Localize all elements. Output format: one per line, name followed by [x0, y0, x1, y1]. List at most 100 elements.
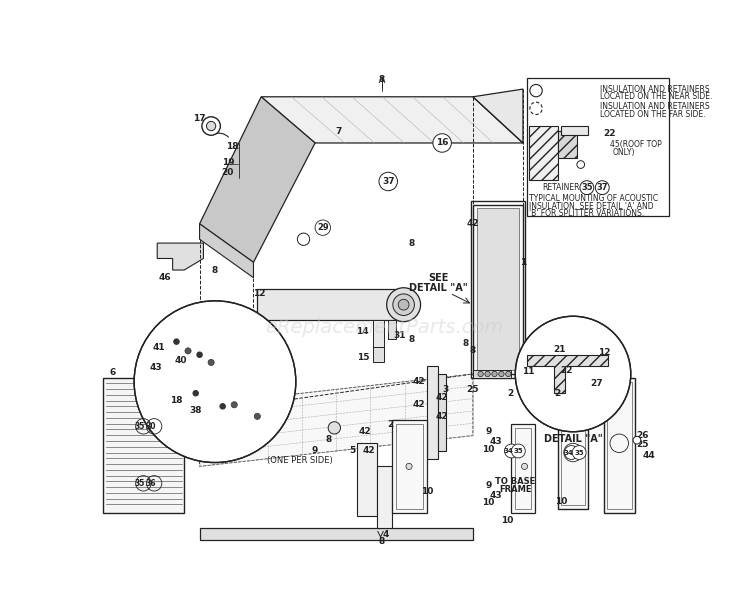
- Circle shape: [577, 161, 584, 168]
- Text: 35: 35: [134, 479, 145, 488]
- Text: 36: 36: [146, 479, 156, 488]
- Text: 42: 42: [466, 219, 479, 228]
- Polygon shape: [530, 126, 557, 180]
- Polygon shape: [104, 378, 184, 513]
- Text: 22: 22: [604, 129, 616, 138]
- Text: 26: 26: [636, 431, 649, 440]
- Text: 4: 4: [382, 530, 389, 538]
- Polygon shape: [359, 458, 375, 462]
- Text: 7: 7: [335, 127, 341, 136]
- Circle shape: [387, 288, 421, 322]
- Circle shape: [393, 294, 415, 316]
- Circle shape: [202, 117, 220, 135]
- Text: 9: 9: [485, 427, 491, 436]
- Text: 10: 10: [482, 498, 494, 507]
- Text: 34: 34: [503, 448, 513, 454]
- Circle shape: [505, 444, 518, 458]
- Polygon shape: [106, 499, 182, 503]
- Text: 35: 35: [581, 183, 592, 192]
- Circle shape: [379, 173, 398, 191]
- Polygon shape: [376, 467, 392, 528]
- Text: 2: 2: [554, 389, 561, 398]
- Circle shape: [254, 413, 260, 419]
- Text: 10: 10: [421, 488, 433, 496]
- Polygon shape: [200, 528, 473, 540]
- Text: 19: 19: [223, 158, 236, 167]
- Text: 2: 2: [507, 389, 513, 398]
- Text: FRAME: FRAME: [499, 485, 532, 494]
- Circle shape: [515, 316, 631, 432]
- Text: 42: 42: [413, 377, 425, 386]
- Polygon shape: [526, 355, 608, 393]
- Polygon shape: [557, 397, 589, 509]
- Circle shape: [530, 85, 542, 97]
- Text: 8: 8: [379, 76, 386, 84]
- Circle shape: [492, 371, 497, 376]
- Circle shape: [193, 391, 199, 396]
- Polygon shape: [477, 208, 519, 370]
- Polygon shape: [359, 495, 375, 499]
- Text: 10: 10: [555, 497, 568, 505]
- Text: 31: 31: [394, 331, 406, 340]
- Text: 42: 42: [436, 412, 448, 421]
- Text: 10: 10: [502, 516, 514, 525]
- Polygon shape: [200, 224, 254, 278]
- Text: 22: 22: [560, 365, 573, 375]
- Polygon shape: [359, 449, 375, 453]
- Text: 34: 34: [563, 449, 573, 456]
- Circle shape: [406, 464, 412, 470]
- Text: INSULATION AND RETAINERS: INSULATION AND RETAINERS: [600, 103, 709, 111]
- Text: LOCATED ON THE NEAR SIDE.: LOCATED ON THE NEAR SIDE.: [600, 92, 712, 101]
- Polygon shape: [473, 204, 523, 374]
- Circle shape: [484, 371, 490, 376]
- Circle shape: [580, 181, 594, 195]
- Circle shape: [506, 371, 511, 376]
- Text: TYPICAL MOUNTING OF ACOUSTIC: TYPICAL MOUNTING OF ACOUSTIC: [530, 194, 658, 203]
- Polygon shape: [473, 370, 512, 378]
- Text: INSULATION AND RETAINERS: INSULATION AND RETAINERS: [600, 85, 709, 93]
- Polygon shape: [200, 374, 473, 467]
- Text: 18: 18: [170, 397, 183, 405]
- Text: 42: 42: [363, 446, 375, 456]
- Circle shape: [315, 220, 331, 235]
- Polygon shape: [512, 424, 535, 513]
- Text: DETAIL "A": DETAIL "A": [544, 435, 603, 445]
- Text: 8: 8: [379, 537, 386, 546]
- Polygon shape: [373, 320, 384, 347]
- Polygon shape: [392, 420, 427, 513]
- Circle shape: [433, 134, 451, 152]
- Polygon shape: [359, 467, 375, 471]
- Text: 35: 35: [514, 448, 523, 454]
- Text: 8: 8: [408, 239, 415, 247]
- Text: 1: 1: [520, 258, 526, 267]
- Circle shape: [512, 444, 525, 458]
- Polygon shape: [106, 418, 182, 422]
- Polygon shape: [358, 443, 376, 516]
- Text: 8: 8: [325, 435, 332, 444]
- Text: 9: 9: [312, 446, 318, 456]
- Text: 30: 30: [146, 422, 156, 431]
- Text: 37: 37: [596, 183, 608, 192]
- Text: 3: 3: [442, 385, 449, 394]
- Text: 44: 44: [642, 451, 655, 460]
- Text: DETAIL "A": DETAIL "A": [409, 282, 468, 293]
- Text: 38: 38: [190, 406, 202, 416]
- Polygon shape: [106, 383, 182, 388]
- Polygon shape: [526, 77, 669, 216]
- Polygon shape: [557, 131, 577, 158]
- Polygon shape: [359, 476, 375, 480]
- Text: 14: 14: [356, 327, 369, 336]
- Polygon shape: [373, 347, 384, 362]
- Polygon shape: [388, 320, 396, 340]
- Circle shape: [565, 446, 578, 459]
- Polygon shape: [261, 97, 523, 143]
- Text: 'B' FOR SPLITTER VARIATIONS.: 'B' FOR SPLITTER VARIATIONS.: [530, 209, 644, 219]
- Text: 35: 35: [134, 422, 145, 431]
- Text: TO BASE: TO BASE: [495, 477, 536, 486]
- Circle shape: [499, 371, 504, 376]
- Circle shape: [231, 402, 237, 408]
- Text: SEE: SEE: [428, 273, 448, 282]
- Circle shape: [398, 299, 409, 310]
- Text: 43: 43: [149, 363, 162, 372]
- Text: 25: 25: [466, 385, 479, 394]
